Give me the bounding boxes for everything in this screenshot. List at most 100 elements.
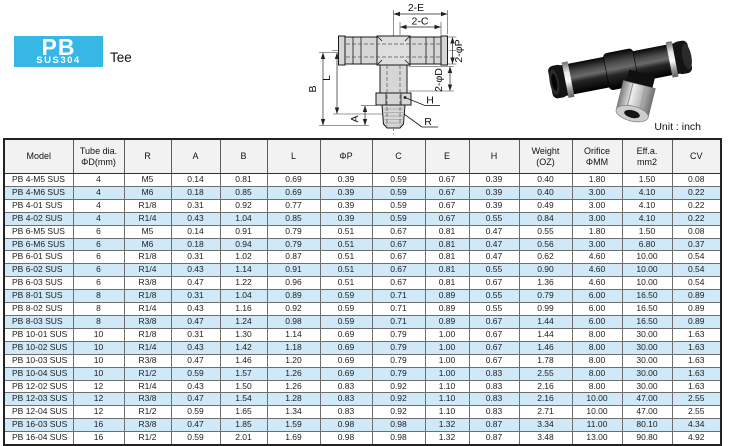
table-row: PB 6-M6 SUS 6 M6 0.18 0.94 0.79 0.51 0.67 0.81 0.… bbox=[3, 237, 722, 252]
value-cell: 0.92 bbox=[371, 392, 426, 407]
tee-fitting-diagram: 2-E 2-C 2-φP 2-φD B L A H R bbox=[307, 2, 465, 134]
value-cell: 0.99 bbox=[518, 302, 573, 316]
fitting-type-label: Tee bbox=[110, 50, 132, 65]
model-cell: PB 6-02 SUS bbox=[3, 263, 74, 278]
value-cell: 1.59 bbox=[266, 418, 321, 433]
value-cell: 12 bbox=[72, 392, 125, 407]
value-cell: 10.00 bbox=[621, 276, 673, 291]
value-cell: 0.81 bbox=[424, 276, 470, 291]
value-cell: 8.00 bbox=[571, 340, 623, 355]
column-header-7: C bbox=[371, 138, 426, 174]
value-cell: 1.10 bbox=[424, 392, 470, 407]
value-cell: 90.80 bbox=[621, 431, 673, 446]
value-cell: 2.71 bbox=[518, 405, 573, 420]
value-cell: 0.59 bbox=[319, 302, 373, 316]
value-cell: 0.92 bbox=[371, 405, 426, 420]
value-cell: 16 bbox=[72, 431, 125, 446]
value-cell: 0.39 bbox=[319, 173, 373, 187]
value-cell: 1.14 bbox=[219, 263, 268, 278]
dim-label-r: R bbox=[424, 116, 432, 128]
value-cell: 16.50 bbox=[621, 289, 673, 304]
value-cell: 0.98 bbox=[371, 431, 426, 446]
value-cell: 0.89 bbox=[266, 289, 321, 304]
table-row: PB 4-01 SUS 4 R1/8 0.31 0.92 0.77 0.39 0.59 0.67… bbox=[3, 198, 722, 213]
column-header-10: Weight (OZ) bbox=[518, 138, 573, 174]
value-cell: 1.42 bbox=[219, 340, 268, 355]
value-cell: 4.10 bbox=[621, 185, 673, 200]
value-cell: 0.43 bbox=[170, 379, 221, 394]
value-cell: 0.77 bbox=[266, 198, 321, 213]
table-row: PB 10-03 SUS 10 R3/8 0.47 1.46 1.20 0.69 0.79 1.… bbox=[3, 353, 722, 368]
value-cell: 30.00 bbox=[621, 379, 673, 394]
value-cell: 0.83 bbox=[319, 405, 373, 420]
model-cell: PB 8-02 SUS bbox=[3, 302, 74, 316]
column-header-4: B bbox=[219, 138, 268, 174]
value-cell: 0.59 bbox=[170, 366, 221, 381]
column-header-2: R bbox=[123, 138, 172, 174]
value-cell: 1.20 bbox=[266, 353, 321, 368]
value-cell: 4 bbox=[72, 185, 125, 200]
value-cell: R1/8 bbox=[123, 327, 172, 342]
value-cell: 4.60 bbox=[571, 250, 623, 265]
value-cell: R1/4 bbox=[123, 340, 172, 355]
value-cell: 1.26 bbox=[266, 379, 321, 394]
value-cell: 10 bbox=[72, 327, 125, 342]
value-cell: 0.62 bbox=[518, 250, 573, 265]
value-cell: 0.69 bbox=[266, 185, 321, 200]
value-cell: 1.10 bbox=[424, 405, 470, 420]
value-cell: 0.18 bbox=[170, 185, 221, 200]
value-cell: 1.63 bbox=[671, 340, 722, 355]
value-cell: M6 bbox=[123, 237, 172, 252]
value-cell: 16.50 bbox=[621, 314, 673, 329]
value-cell: 0.79 bbox=[371, 340, 426, 355]
value-cell: 0.89 bbox=[671, 314, 722, 329]
value-cell: 0.31 bbox=[170, 289, 221, 304]
value-cell: 4 bbox=[72, 173, 125, 187]
value-cell: 0.85 bbox=[266, 211, 321, 226]
value-cell: 0.67 bbox=[424, 173, 470, 187]
value-cell: 2.16 bbox=[518, 392, 573, 407]
model-cell: PB 6-01 SUS bbox=[3, 250, 74, 265]
value-cell: 2.55 bbox=[671, 392, 722, 407]
value-cell: 11.00 bbox=[571, 418, 623, 433]
value-cell: 80.10 bbox=[621, 418, 673, 433]
value-cell: 0.81 bbox=[424, 237, 470, 252]
column-header-1: Tube dia. ΦD(mm) bbox=[72, 138, 125, 174]
value-cell: 1.57 bbox=[219, 366, 268, 381]
table-row: PB 4-M5 SUS 4 M5 0.14 0.81 0.69 0.39 0.59 0.67 0.… bbox=[3, 173, 722, 187]
value-cell: 0.40 bbox=[518, 173, 573, 187]
value-cell: 4.60 bbox=[571, 263, 623, 278]
value-cell: 6 bbox=[72, 263, 125, 278]
value-cell: 0.67 bbox=[468, 340, 520, 355]
value-cell: 0.98 bbox=[319, 431, 373, 446]
value-cell: 0.85 bbox=[219, 185, 268, 200]
value-cell: 0.91 bbox=[219, 224, 268, 239]
value-cell: 1.28 bbox=[266, 392, 321, 407]
model-cell: PB 6-03 SUS bbox=[3, 276, 74, 291]
model-cell: PB 16-03 SUS bbox=[3, 418, 74, 433]
value-cell: 12 bbox=[72, 379, 125, 394]
value-cell: 0.67 bbox=[468, 314, 520, 329]
value-cell: 0.67 bbox=[371, 224, 426, 239]
value-cell: 1.02 bbox=[219, 250, 268, 265]
value-cell: 0.47 bbox=[170, 276, 221, 291]
table-row: PB 8-03 SUS 8 R3/8 0.47 1.24 0.98 0.59 0.71 0.89… bbox=[3, 314, 722, 329]
value-cell: 12 bbox=[72, 405, 125, 420]
table-row: PB 16-04 SUS 16 R1/2 0.59 2.01 1.69 0.98 0.98 1.… bbox=[3, 431, 722, 446]
value-cell: 0.49 bbox=[518, 198, 573, 213]
value-cell: R1/8 bbox=[123, 289, 172, 304]
value-cell: 6.00 bbox=[571, 302, 623, 316]
value-cell: 0.69 bbox=[319, 327, 373, 342]
value-cell: 0.89 bbox=[424, 302, 470, 316]
value-cell: 0.79 bbox=[266, 224, 321, 239]
value-cell: R3/8 bbox=[123, 392, 172, 407]
value-cell: 0.67 bbox=[424, 198, 470, 213]
value-cell: R3/8 bbox=[123, 353, 172, 368]
value-cell: 8.00 bbox=[571, 379, 623, 394]
value-cell: 0.22 bbox=[671, 211, 722, 226]
value-cell: 0.83 bbox=[319, 379, 373, 394]
value-cell: 30.00 bbox=[621, 340, 673, 355]
value-cell: 0.56 bbox=[518, 237, 573, 252]
value-cell: 0.31 bbox=[170, 327, 221, 342]
value-cell: 1.85 bbox=[219, 418, 268, 433]
